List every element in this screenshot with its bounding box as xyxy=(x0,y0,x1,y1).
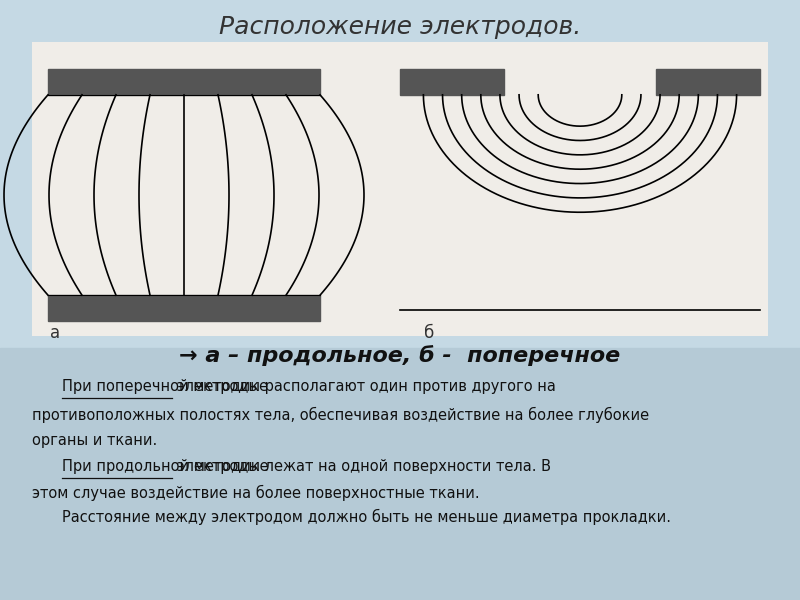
Bar xyxy=(32,42,768,336)
Text: Расстояние между электродом должно быть не меньше диаметра прокладки.: Расстояние между электродом должно быть … xyxy=(62,509,671,525)
Bar xyxy=(48,69,320,95)
Text: электроды располагают один против другого на: электроды располагают один против другог… xyxy=(172,379,556,395)
Text: Расположение электродов.: Расположение электродов. xyxy=(219,15,581,39)
Bar xyxy=(48,295,320,321)
Text: противоположных полостях тела, обеспечивая воздействие на более глубокие: противоположных полостях тела, обеспечив… xyxy=(32,407,649,423)
Bar xyxy=(0,348,800,600)
Text: → а – продольное, б -  поперечное: → а – продольное, б - поперечное xyxy=(179,346,621,366)
Bar xyxy=(400,69,504,95)
Bar xyxy=(656,69,760,95)
Text: При продольной методике: При продольной методике xyxy=(62,460,269,474)
Text: этом случае воздействие на более поверхностные ткани.: этом случае воздействие на более поверхн… xyxy=(32,485,480,501)
Bar xyxy=(0,0,800,348)
Text: б: б xyxy=(424,324,434,342)
Text: При поперечной методике: При поперечной методике xyxy=(62,379,269,395)
Text: а: а xyxy=(50,324,61,342)
Text: органы и ткани.: органы и ткани. xyxy=(32,433,158,449)
Text: электроды лежат на одной поверхности тела. В: электроды лежат на одной поверхности тел… xyxy=(172,460,551,474)
